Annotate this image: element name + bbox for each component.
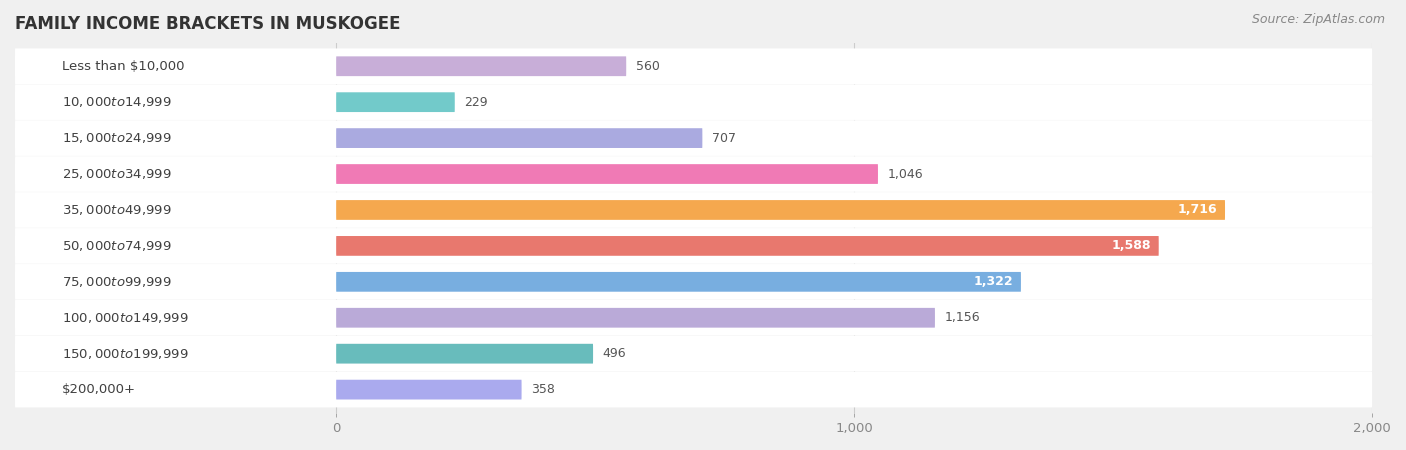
Text: 1,046: 1,046 [887, 167, 922, 180]
FancyBboxPatch shape [31, 200, 330, 220]
FancyBboxPatch shape [15, 156, 1372, 192]
Text: $200,000+: $200,000+ [62, 383, 135, 396]
Text: 560: 560 [636, 60, 659, 73]
FancyBboxPatch shape [15, 264, 1372, 300]
Text: $15,000 to $24,999: $15,000 to $24,999 [62, 131, 172, 145]
FancyBboxPatch shape [15, 336, 1372, 371]
Text: $35,000 to $49,999: $35,000 to $49,999 [62, 203, 172, 217]
FancyBboxPatch shape [31, 93, 330, 112]
FancyBboxPatch shape [15, 372, 1372, 407]
FancyBboxPatch shape [31, 129, 330, 148]
Text: 496: 496 [602, 347, 626, 360]
FancyBboxPatch shape [15, 192, 1372, 228]
FancyBboxPatch shape [31, 272, 330, 291]
Text: 1,588: 1,588 [1112, 239, 1152, 252]
Text: 229: 229 [464, 96, 488, 108]
Text: Less than $10,000: Less than $10,000 [62, 60, 184, 73]
FancyBboxPatch shape [31, 165, 330, 184]
FancyBboxPatch shape [336, 344, 593, 364]
Text: 1,716: 1,716 [1178, 203, 1218, 216]
FancyBboxPatch shape [336, 92, 454, 112]
Text: Source: ZipAtlas.com: Source: ZipAtlas.com [1251, 14, 1385, 27]
Text: 1,322: 1,322 [973, 275, 1014, 288]
Text: $100,000 to $149,999: $100,000 to $149,999 [62, 311, 188, 325]
Text: $50,000 to $74,999: $50,000 to $74,999 [62, 239, 172, 253]
FancyBboxPatch shape [336, 128, 703, 148]
FancyBboxPatch shape [336, 308, 935, 328]
FancyBboxPatch shape [31, 344, 330, 363]
FancyBboxPatch shape [31, 308, 330, 327]
FancyBboxPatch shape [336, 236, 1159, 256]
FancyBboxPatch shape [336, 200, 1225, 220]
FancyBboxPatch shape [15, 49, 1372, 84]
FancyBboxPatch shape [15, 228, 1372, 264]
Text: $75,000 to $99,999: $75,000 to $99,999 [62, 275, 172, 289]
FancyBboxPatch shape [336, 56, 626, 76]
FancyBboxPatch shape [336, 164, 877, 184]
Text: 358: 358 [531, 383, 555, 396]
FancyBboxPatch shape [336, 272, 1021, 292]
Text: $10,000 to $14,999: $10,000 to $14,999 [62, 95, 172, 109]
FancyBboxPatch shape [31, 57, 330, 76]
FancyBboxPatch shape [31, 236, 330, 256]
Text: FAMILY INCOME BRACKETS IN MUSKOGEE: FAMILY INCOME BRACKETS IN MUSKOGEE [15, 15, 401, 33]
FancyBboxPatch shape [31, 380, 330, 399]
Text: 1,156: 1,156 [945, 311, 980, 324]
FancyBboxPatch shape [15, 85, 1372, 120]
Text: $25,000 to $34,999: $25,000 to $34,999 [62, 167, 172, 181]
FancyBboxPatch shape [336, 380, 522, 400]
Text: $150,000 to $199,999: $150,000 to $199,999 [62, 346, 188, 361]
FancyBboxPatch shape [15, 120, 1372, 156]
FancyBboxPatch shape [15, 300, 1372, 336]
Text: 707: 707 [711, 131, 735, 144]
